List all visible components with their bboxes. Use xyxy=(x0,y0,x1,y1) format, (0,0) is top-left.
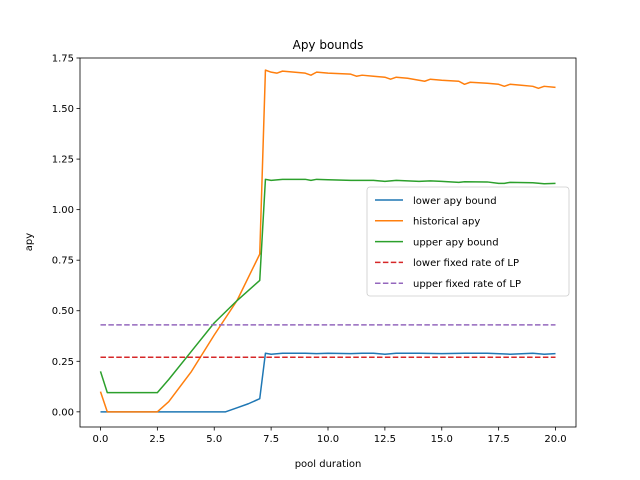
series-line-1 xyxy=(99,69,556,413)
legend-label-1: historical apy xyxy=(413,217,480,228)
legend-label-3: lower fixed rate of LP xyxy=(413,258,519,269)
x-tick-label: 0.0 xyxy=(93,434,109,445)
legend-box xyxy=(366,186,570,297)
x-tick-label: 10.0 xyxy=(317,434,339,445)
x-tick-label: 12.5 xyxy=(374,434,396,445)
x-tick-label: 20.0 xyxy=(544,434,566,445)
x-tick-label: 2.5 xyxy=(149,434,165,445)
chart-title: Apy bounds xyxy=(293,38,364,52)
x-axis-ticks: 0.0 2.5 5.0 7.5 10.0 12.5 15.0 17.5 20.0 xyxy=(93,427,567,445)
x-tick-label: 15.0 xyxy=(431,434,453,445)
y-tick-label: 1.75 xyxy=(52,54,74,65)
y-axis-ticks: 0.00 0.25 0.50 0.75 1.00 1.25 1.50 1.75 xyxy=(52,54,80,418)
series-line-0 xyxy=(100,352,556,413)
y-tick-label: 0.50 xyxy=(52,306,74,317)
y-axis-label: apy xyxy=(24,233,35,251)
legend-label-0: lower apy bound xyxy=(413,196,497,207)
y-tick-label: 0.25 xyxy=(52,357,74,368)
y-tick-label: 1.25 xyxy=(52,155,74,166)
y-tick-label: 0.75 xyxy=(52,256,74,267)
y-tick-label: 0.00 xyxy=(52,407,74,418)
y-tick-label: 1.00 xyxy=(52,205,74,216)
legend-label-4: upper fixed rate of LP xyxy=(413,279,521,290)
x-tick-label: 17.5 xyxy=(488,434,510,445)
x-tick-label: 5.0 xyxy=(206,434,222,445)
plot-lines xyxy=(99,69,556,413)
x-axis-label: pool duration xyxy=(295,459,362,470)
legend-label-2: upper apy bound xyxy=(413,237,499,248)
series-line-2 xyxy=(99,178,556,394)
y-tick-label: 1.50 xyxy=(52,104,74,115)
x-tick-label: 7.5 xyxy=(263,434,279,445)
legend: lower apy bound historical apy upper apy b… xyxy=(366,186,570,297)
